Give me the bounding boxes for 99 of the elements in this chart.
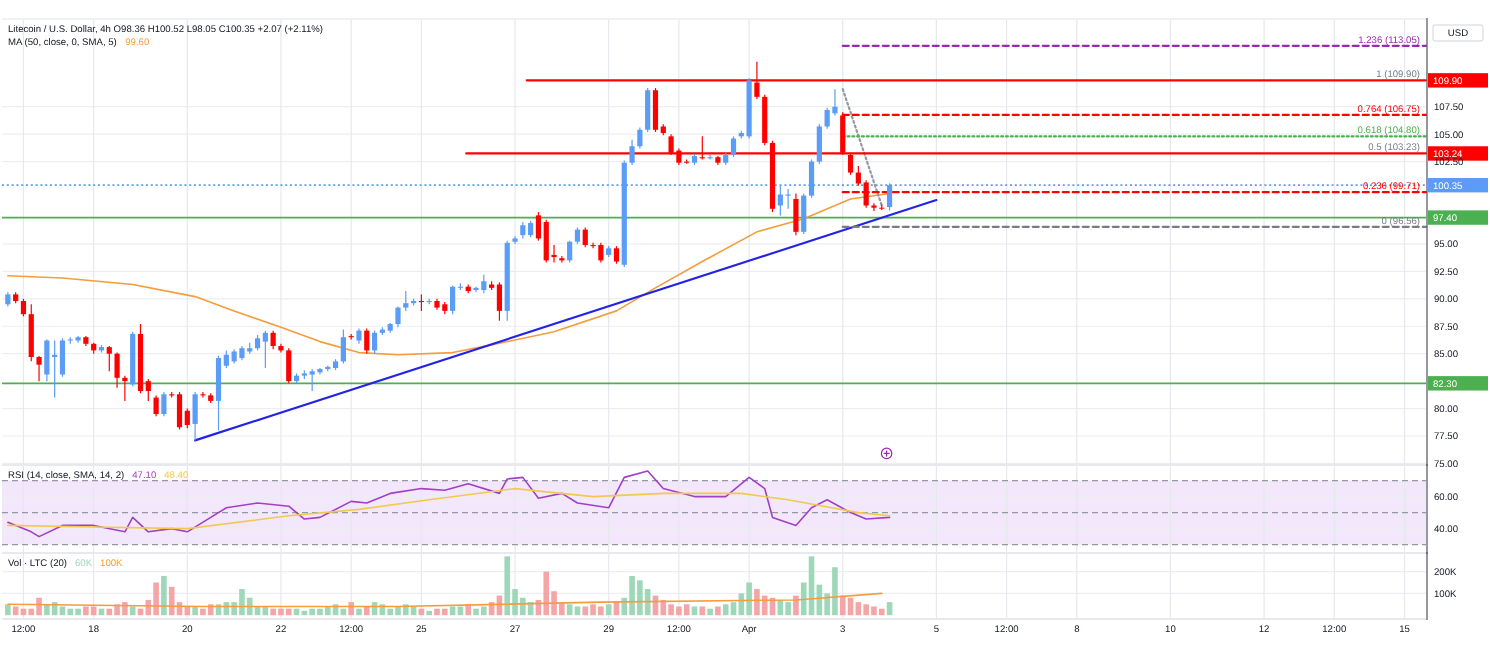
bar <box>598 606 604 616</box>
bar <box>722 604 729 616</box>
bar <box>832 567 838 616</box>
bar <box>83 606 89 616</box>
candlestick <box>652 87 659 133</box>
candlestick <box>317 367 323 376</box>
candlestick <box>543 219 549 264</box>
candlestick <box>450 285 456 315</box>
candlestick <box>496 281 503 322</box>
bar <box>676 606 682 616</box>
bar <box>161 575 167 616</box>
bar <box>754 589 760 616</box>
bar <box>59 606 66 616</box>
bar <box>582 606 589 616</box>
candlestick <box>582 226 588 248</box>
bar <box>543 571 550 616</box>
bar <box>590 604 596 616</box>
bar <box>481 606 487 616</box>
bar <box>839 595 846 616</box>
bar <box>75 608 81 616</box>
candlestick <box>192 391 198 441</box>
bar <box>473 608 479 616</box>
bar <box>90 606 97 616</box>
candlestick <box>730 135 737 158</box>
candlestick <box>371 330 378 355</box>
bar <box>270 608 276 616</box>
bar <box>715 606 721 616</box>
bar <box>746 582 752 616</box>
candlestick <box>309 368 315 392</box>
candlestick <box>403 290 409 312</box>
candlestick <box>286 347 292 384</box>
bar <box>683 604 690 616</box>
candlestick <box>395 305 401 328</box>
candlestick <box>762 94 768 146</box>
bar <box>457 606 464 616</box>
bar <box>36 597 42 616</box>
candlestick <box>270 330 276 350</box>
candlestick <box>637 126 643 150</box>
candlestick <box>36 355 42 382</box>
bar <box>442 608 448 616</box>
candlestick <box>153 394 159 417</box>
bar <box>285 608 292 616</box>
bar <box>153 582 159 616</box>
candlestick <box>59 337 66 378</box>
candlestick <box>816 123 822 165</box>
candlestick <box>824 107 830 130</box>
bar <box>122 602 128 616</box>
candlestick <box>52 339 58 399</box>
bar <box>504 556 511 616</box>
bar <box>699 606 706 616</box>
bar <box>387 608 393 616</box>
candlestick <box>44 338 50 382</box>
bar <box>785 602 791 616</box>
bar <box>317 608 323 616</box>
bar <box>637 580 643 616</box>
candlestick <box>215 355 222 432</box>
bar <box>356 608 362 616</box>
bar <box>863 604 869 616</box>
candlestick <box>114 351 120 389</box>
bar <box>668 604 674 616</box>
bar <box>871 606 877 616</box>
bar <box>239 589 245 616</box>
candlestick <box>481 274 487 294</box>
candlestick <box>340 328 346 365</box>
bar <box>67 608 74 616</box>
bar <box>309 608 315 616</box>
bar <box>434 608 440 616</box>
candlestick <box>629 139 635 166</box>
candlestick <box>793 192 799 236</box>
bar <box>707 608 713 616</box>
bar <box>566 604 573 616</box>
candlestick <box>801 192 807 235</box>
bar <box>278 608 284 616</box>
bar <box>5 604 11 616</box>
bar <box>878 608 885 616</box>
bar <box>168 586 175 616</box>
bar <box>691 606 698 616</box>
bar <box>605 604 612 616</box>
bar <box>449 606 456 616</box>
candlestick <box>598 242 604 264</box>
bar <box>348 602 354 616</box>
bar <box>574 606 581 616</box>
candlestick <box>567 240 573 264</box>
bar <box>12 606 19 616</box>
bar <box>114 604 120 616</box>
candlestick <box>262 330 268 369</box>
candlestick <box>707 154 713 160</box>
candlestick <box>106 345 112 372</box>
candlestick <box>161 391 167 417</box>
candlestick <box>28 303 34 362</box>
candlestick <box>645 87 651 133</box>
candlestick <box>176 391 183 431</box>
bar <box>426 610 432 616</box>
candlestick <box>364 327 370 355</box>
bar <box>200 608 206 616</box>
bar <box>106 608 113 616</box>
bar <box>629 575 635 616</box>
bar <box>207 604 214 616</box>
bar <box>660 599 667 616</box>
